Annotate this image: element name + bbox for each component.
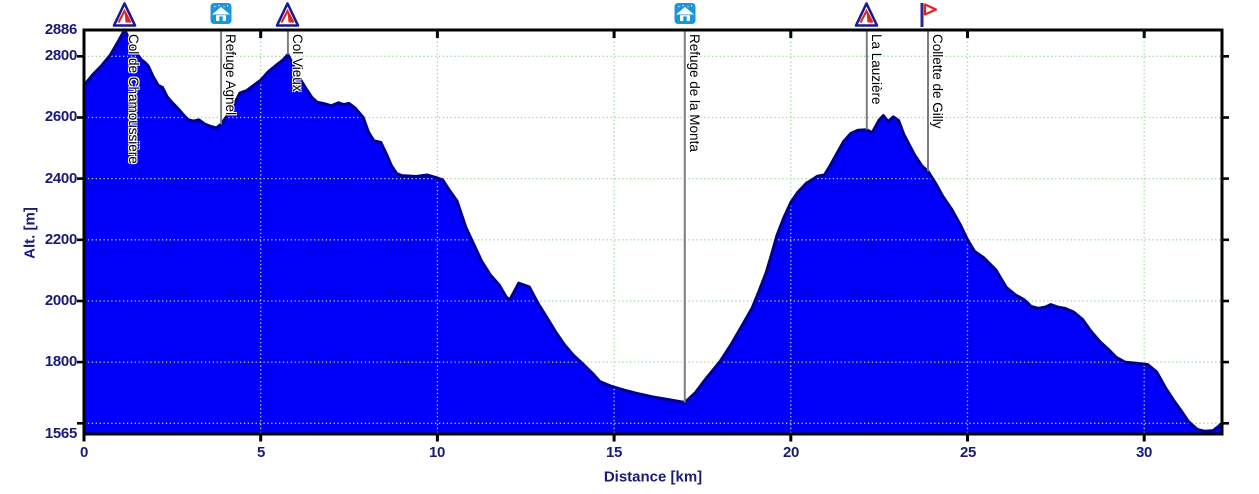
hut-icon — [210, 2, 232, 30]
y-tick-label: 2600 — [44, 108, 77, 125]
x-tick-label: 0 — [79, 444, 89, 461]
waypoint-label: Collette de Gilly — [930, 34, 945, 129]
mountain-pass-icon — [854, 2, 879, 33]
waypoint-label: Col de Chamoussière — [126, 34, 141, 164]
x-axis-title: Distance [km] — [603, 468, 703, 486]
x-tick-label: 15 — [605, 444, 623, 461]
y-axis-title: Alt. [m] — [21, 207, 39, 259]
elevation-line — [82, 28, 1223, 433]
waypoint-label: Refuge Agnel — [223, 34, 238, 116]
x-tick-label: 25 — [959, 444, 977, 461]
x-tick-label: 20 — [782, 444, 800, 461]
waypoint-label: Col Vieux — [290, 34, 305, 92]
x-tick-label: 5 — [256, 444, 266, 461]
y-tick-label: 2800 — [44, 47, 77, 64]
y-tick-label: 2200 — [44, 231, 77, 248]
y-tick-label: 2400 — [44, 170, 77, 187]
y-tick-label: 1800 — [44, 353, 77, 370]
elevation-area — [84, 30, 1222, 434]
y-tick-label: 2000 — [44, 292, 77, 309]
waypoint-label: La Lauzière — [869, 34, 884, 105]
y-tick-label: 1565 — [44, 425, 77, 442]
mountain-pass-icon — [275, 2, 300, 33]
finish-flag-icon — [917, 2, 938, 33]
waypoint-label: Refuge de la Monta — [687, 34, 702, 152]
x-tick-label: 30 — [1135, 444, 1153, 461]
x-tick-label: 10 — [428, 444, 446, 461]
mountain-pass-icon — [112, 2, 137, 33]
plot-frame — [82, 28, 1224, 436]
hut-icon — [674, 2, 696, 30]
y-tick-label: 2886 — [44, 21, 77, 38]
